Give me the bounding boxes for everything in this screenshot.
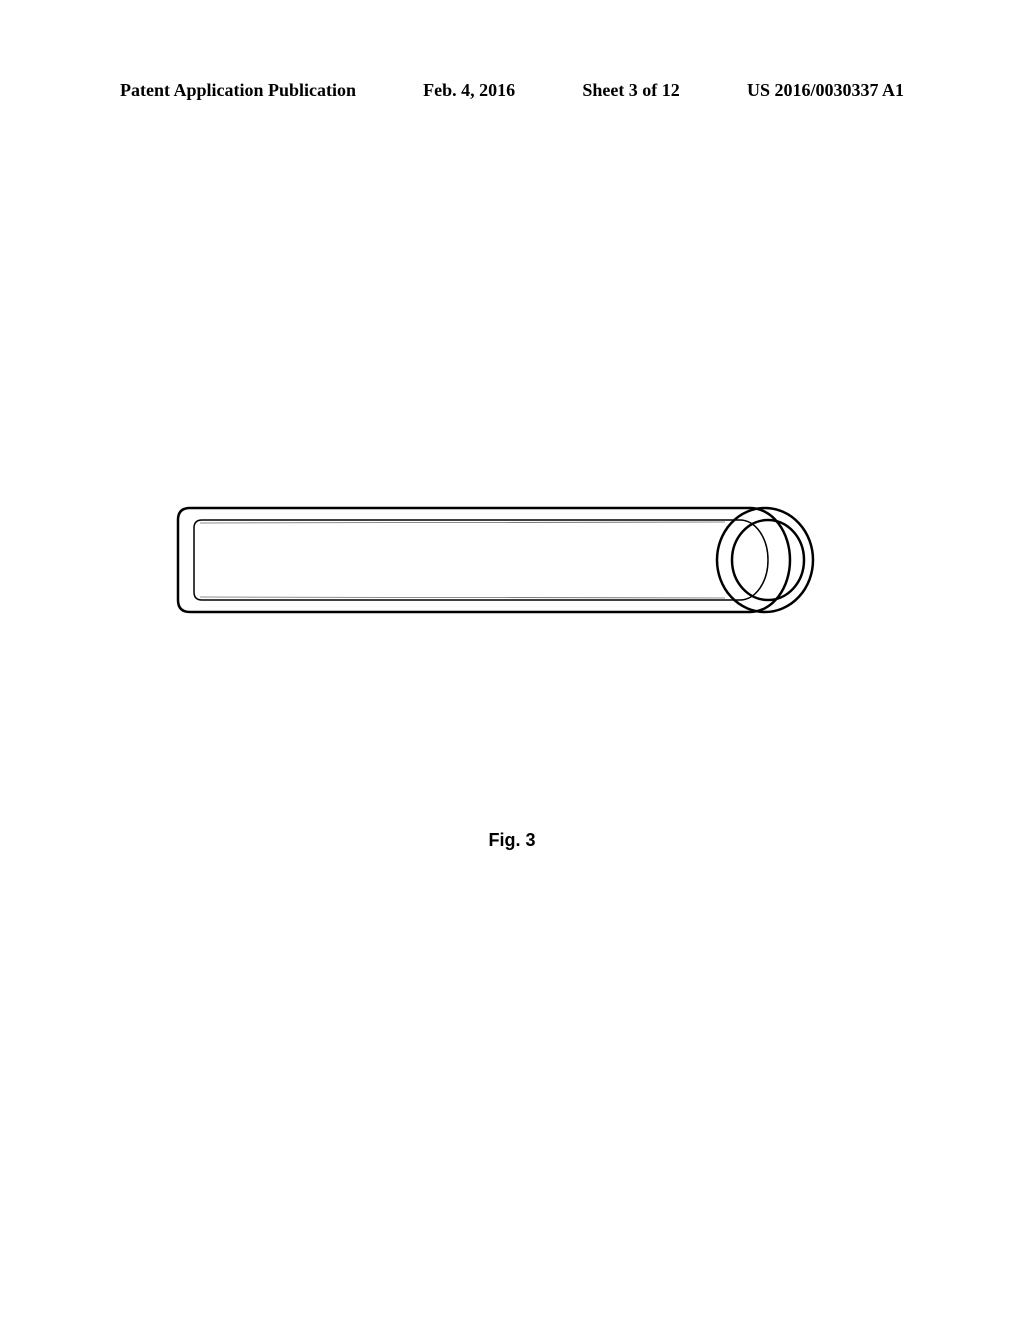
publication-date: Feb. 4, 2016	[423, 80, 515, 101]
patent-figure	[170, 490, 830, 630]
sheet-info: Sheet 3 of 12	[582, 80, 680, 101]
publication-type: Patent Application Publication	[120, 80, 356, 101]
publication-number: US 2016/0030337 A1	[747, 80, 904, 101]
page-header: Patent Application Publication Feb. 4, 2…	[0, 80, 1024, 101]
tube-drawing	[170, 490, 830, 630]
figure-label: Fig. 3	[0, 830, 1024, 851]
